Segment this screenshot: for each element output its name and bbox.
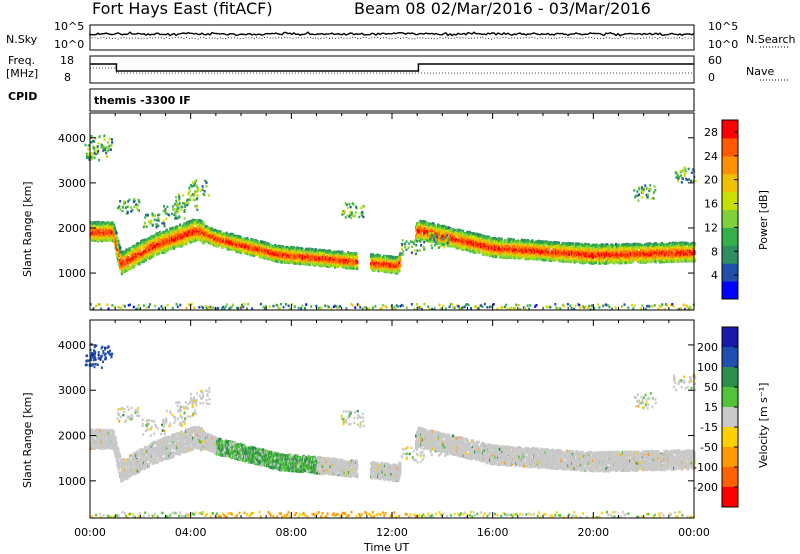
y-tick-label: 1000	[58, 267, 86, 280]
nsky-tick-top: 10^5	[54, 20, 85, 33]
title-left: Fort Hays East (fitACF)	[92, 0, 273, 18]
freq-line	[90, 63, 694, 72]
nsearch-tick-bottom: 10^0	[708, 38, 739, 51]
heatmap-power	[84, 134, 697, 311]
velocity-colorbar-tick-label: -100	[693, 461, 718, 474]
x-tick-label: 00:00	[74, 526, 106, 539]
power-colorbar-tick-label: 28	[704, 126, 718, 139]
power-colorbar-tick-label: 16	[704, 198, 718, 211]
nsearch-tick-top: 10^5	[708, 20, 739, 33]
velocity-colorbar-segment	[722, 427, 738, 448]
velocity-colorbar-segment	[722, 487, 738, 508]
y-tick-label: 3000	[58, 177, 86, 190]
velocity-colorbar-tick-label: 50	[704, 381, 718, 394]
freq-label-1: Freq.	[8, 54, 36, 67]
power-colorbar-frame	[721, 119, 739, 300]
x-axis-title: Time UT	[364, 541, 410, 554]
freq-tick-bottom: 8	[64, 71, 71, 84]
x-tick-label: 04:00	[175, 526, 207, 539]
title-right: Beam 08 02/Mar/2016 - 03/Mar/2016	[354, 0, 651, 18]
power-colorbar-segment	[722, 173, 738, 193]
power-colorbar-tick-label: 4	[711, 269, 718, 282]
y-tick-label: 2000	[58, 430, 86, 443]
velocity-colorbar-segment	[722, 467, 738, 488]
velocity-colorbar-segment	[722, 407, 738, 428]
y-tick-label: 3000	[58, 384, 86, 397]
nsearch-line	[89, 36, 695, 40]
freq-label-2: [MHz]	[6, 67, 39, 80]
cpid-label: CPID	[8, 90, 38, 103]
nsky-tick-bottom: 10^0	[54, 38, 85, 51]
y-tick-label: 1000	[58, 475, 86, 488]
velocity-colorbar-segment	[722, 367, 738, 388]
nave-tick-bottom: 0	[708, 71, 715, 84]
velocity-colorbar-tick-label: -15	[700, 421, 718, 434]
velocity-colorbar-tick-label: 15	[704, 401, 718, 414]
nave-tick-top: 60	[708, 54, 722, 67]
power-colorbar-tick-label: 12	[704, 221, 718, 234]
power-colorbar-segment	[722, 191, 738, 210]
power-panel-frame	[89, 112, 695, 311]
power-colorbar-tick-label: 24	[704, 150, 718, 163]
power-colorbar-tick-label: 20	[704, 174, 718, 187]
velocity-colorbar-tick-label: 100	[697, 361, 718, 374]
cpid-box	[89, 88, 695, 112]
velocity-colorbar-tick-label: 200	[697, 341, 718, 354]
power-colorbar-segment	[722, 263, 738, 282]
nsearch-label: N.Search	[746, 33, 796, 46]
power-colorbar-segment	[722, 137, 738, 157]
freq-panel-frame	[89, 55, 695, 84]
power-colorbar-segment	[722, 281, 738, 300]
velocity-colorbar-tick-label: -50	[700, 441, 718, 454]
power-colorbar-segment	[722, 209, 738, 228]
velocity-colorbar-segment	[722, 447, 738, 468]
y-tick-label: 4000	[58, 339, 86, 352]
power-colorbar-segment	[722, 155, 738, 175]
heatmap-velocity	[84, 343, 697, 519]
velocity-colorbar-tick-label: -200	[693, 481, 718, 494]
x-tick-label: 20:00	[577, 526, 609, 539]
power-colorbar-segment	[722, 227, 738, 246]
velocity-panel-frame	[89, 319, 695, 519]
power-colorbar-segment	[722, 245, 738, 264]
y-tick-label: 4000	[58, 132, 86, 145]
nsky-label: N.Sky	[6, 33, 38, 46]
cpid-value: themis -3300 IF	[94, 94, 191, 107]
freq-tick-top: 18	[60, 54, 74, 67]
x-tick-label: 00:00	[678, 526, 710, 539]
x-tick-label: 12:00	[376, 526, 408, 539]
velocity-colorbar-segment	[722, 387, 738, 408]
power-colorbar-segment	[722, 120, 738, 139]
y-tick-label: 2000	[58, 222, 86, 235]
nave-label: Nave	[746, 65, 775, 78]
x-tick-label: 16:00	[477, 526, 509, 539]
power-colorbar-tick-label: 8	[711, 245, 718, 258]
nsky-line	[89, 31, 695, 37]
x-tick-label: 08:00	[275, 526, 307, 539]
velocity-colorbar-frame	[721, 326, 739, 508]
velocity-colorbar-segment	[722, 327, 738, 348]
velocity-colorbar-segment	[722, 347, 738, 368]
